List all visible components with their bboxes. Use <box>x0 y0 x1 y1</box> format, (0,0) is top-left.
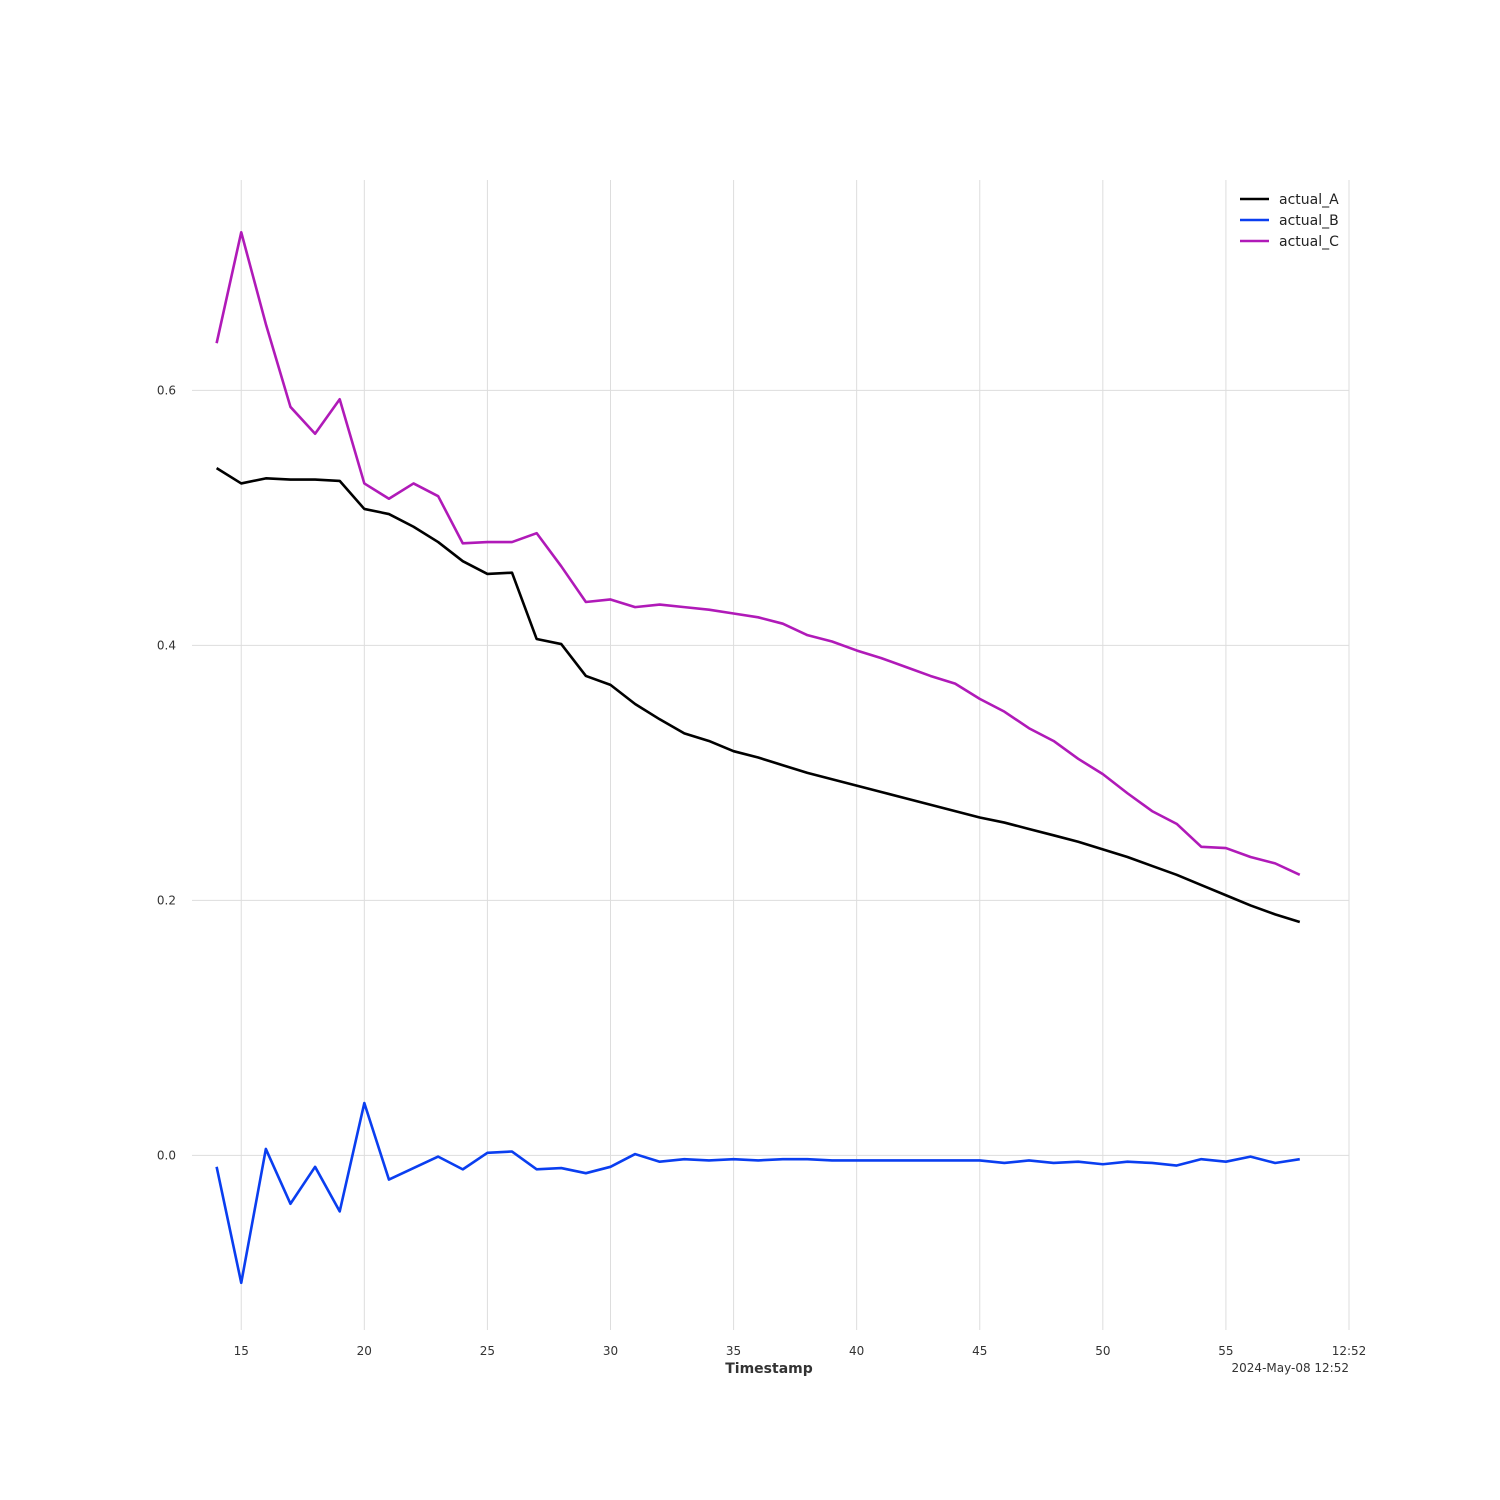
legend-entry: actual_B <box>1240 213 1339 229</box>
x-tick-label: 45 <box>972 1344 987 1358</box>
x-axis-offset-label: 2024-May-08 12:52 <box>1232 1361 1349 1375</box>
y-tick-label: 0.4 <box>157 638 176 652</box>
series-lines <box>215 230 1301 1285</box>
y-tick-label: 0.2 <box>157 893 176 907</box>
x-tick-label: 55 <box>1218 1344 1233 1358</box>
x-tick-label: 30 <box>603 1344 618 1358</box>
legend-entry: actual_C <box>1240 234 1339 250</box>
y-tick-label: 0.0 <box>157 1148 176 1162</box>
series-line-actual-a <box>215 467 1301 924</box>
legend-label: actual_B <box>1279 213 1339 229</box>
series-line-actual-b <box>215 1101 1300 1285</box>
y-axis-ticks: 0.0 0.2 0.4 0.6 <box>157 383 176 1162</box>
legend-label: actual_C <box>1279 234 1339 250</box>
x-tick-label: 25 <box>480 1344 495 1358</box>
x-axis-title: Timestamp <box>725 1361 813 1377</box>
x-axis-ticks: 15 20 25 30 35 40 45 50 55 12:52 <box>234 1344 1367 1358</box>
legend: actual_A actual_B actual_C <box>1240 192 1339 250</box>
x-tick-label: 50 <box>1095 1344 1110 1358</box>
legend-entry: actual_A <box>1240 192 1339 208</box>
x-tick-label: 15 <box>234 1344 249 1358</box>
grid-lines <box>192 180 1350 1330</box>
x-tick-label: 12:52 <box>1332 1344 1367 1358</box>
series-line-actual-c <box>215 230 1301 877</box>
x-tick-label: 20 <box>357 1344 372 1358</box>
y-tick-label: 0.6 <box>157 383 176 397</box>
x-tick-label: 40 <box>849 1344 864 1358</box>
legend-label: actual_A <box>1279 192 1339 208</box>
x-tick-label: 35 <box>726 1344 741 1358</box>
